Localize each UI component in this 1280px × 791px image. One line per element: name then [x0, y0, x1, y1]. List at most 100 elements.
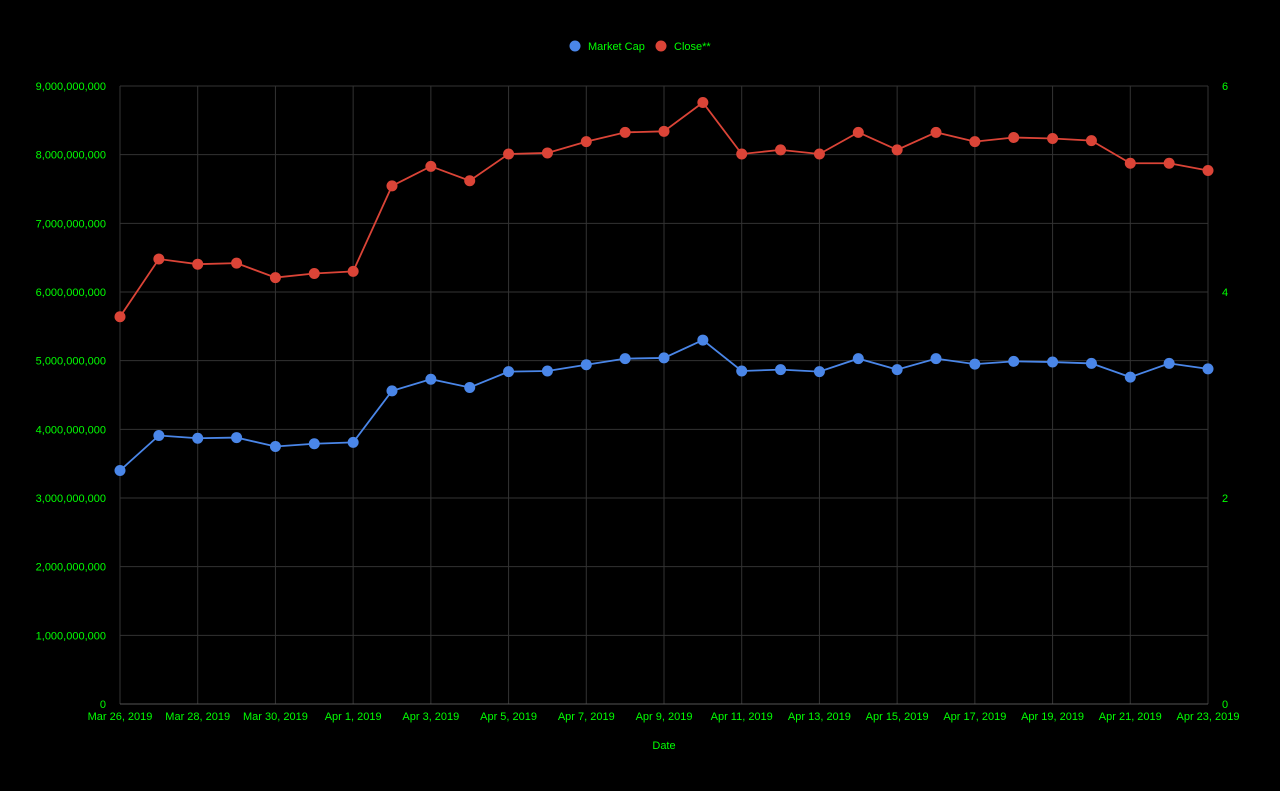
legend: Market Cap Close**: [569, 40, 711, 53]
data-point-close: [153, 253, 165, 265]
y-right-tick-label: 6: [1222, 81, 1228, 93]
y-left-tick-label: 7,000,000,000: [36, 218, 106, 230]
data-point-market-cap: [347, 436, 359, 448]
data-point-close: [1202, 164, 1214, 176]
data-point-market-cap: [308, 438, 320, 450]
data-point-close: [269, 272, 281, 284]
data-point-market-cap: [153, 430, 165, 442]
data-point-market-cap: [619, 353, 631, 365]
data-point-close: [308, 267, 320, 279]
series-layer: [114, 96, 1214, 477]
x-axis: Mar 26, 2019 Mar 28, 2019 Mar 30, 2019 Apr …: [88, 711, 1240, 723]
data-point-market-cap: [1163, 357, 1175, 369]
x-tick-label: Apr 21, 2019: [1099, 711, 1162, 723]
data-point-market-cap: [891, 364, 903, 376]
x-tick-label: Apr 9, 2019: [636, 711, 693, 723]
y-left-tick-label: 5,000,000,000: [36, 356, 106, 368]
data-point-market-cap: [969, 358, 981, 370]
x-tick-label: Apr 11, 2019: [711, 711, 773, 723]
data-point-close: [658, 125, 670, 137]
data-point-close: [813, 148, 825, 160]
data-point-close: [192, 258, 204, 270]
data-point-market-cap: [192, 432, 204, 444]
y-left-tick-label: 2,000,000,000: [36, 562, 106, 574]
data-point-close: [1163, 157, 1175, 169]
data-point-market-cap: [541, 365, 553, 377]
y-left-tick-label: 8,000,000,000: [36, 150, 106, 162]
data-point-close: [1124, 157, 1136, 169]
y-right-tick-label: 0: [1222, 699, 1228, 711]
x-axis-title: Date: [652, 740, 675, 752]
data-point-market-cap: [775, 364, 787, 376]
data-point-market-cap: [386, 385, 398, 397]
x-tick-label: Apr 3, 2019: [402, 711, 459, 723]
data-point-close: [114, 311, 126, 323]
y-left-tick-label: 3,000,000,000: [36, 493, 106, 505]
x-tick-label: Apr 5, 2019: [480, 711, 537, 723]
legend-marker-market-cap: [569, 40, 581, 52]
data-point-close: [425, 160, 437, 172]
data-point-market-cap: [231, 432, 243, 444]
data-point-close: [231, 257, 243, 269]
data-point-close: [386, 180, 398, 192]
data-point-market-cap: [813, 366, 825, 378]
x-tick-label: Apr 15, 2019: [866, 711, 929, 723]
data-point-close: [541, 147, 553, 159]
data-point-market-cap: [425, 373, 437, 385]
data-point-market-cap: [269, 441, 281, 452]
x-tick-label: Apr 7, 2019: [558, 711, 615, 723]
y-left-tick-label: 1,000,000,000: [36, 630, 106, 642]
x-tick-label: Apr 19, 2019: [1021, 711, 1084, 723]
data-point-market-cap: [1047, 356, 1059, 368]
data-point-market-cap: [1124, 371, 1136, 383]
y-left-tick-label: 9,000,000,000: [36, 81, 106, 93]
data-point-close: [464, 175, 476, 187]
data-point-close: [580, 136, 592, 148]
x-tick-label: Mar 28, 2019: [165, 711, 230, 723]
x-tick-label: Mar 30, 2019: [243, 711, 308, 723]
y-axis-left: 0 1,000,000,000 2,000,000,000 3,000,000,000…: [36, 81, 106, 711]
y-left-tick-label: 0: [100, 699, 106, 711]
y-right-tick-label: 2: [1222, 493, 1228, 505]
data-point-close: [347, 265, 359, 277]
legend-label-close: Close**: [674, 41, 711, 53]
y-left-tick-label: 4,000,000,000: [36, 424, 106, 436]
data-point-market-cap: [1202, 363, 1214, 375]
y-axis-right: 0 2 4 6: [1222, 81, 1228, 711]
y-left-tick-label: 6,000,000,000: [36, 287, 106, 299]
data-point-market-cap: [503, 366, 515, 378]
data-point-close: [736, 148, 748, 160]
data-point-market-cap: [1008, 355, 1020, 367]
data-point-close: [891, 144, 903, 156]
data-point-close: [1008, 132, 1020, 143]
data-point-market-cap: [736, 365, 748, 377]
legend-label-market-cap: Market Cap: [588, 41, 645, 53]
data-point-close: [503, 148, 515, 160]
x-tick-label: Apr 13, 2019: [788, 711, 851, 723]
data-point-close: [969, 136, 981, 148]
grid: [119, 85, 1209, 705]
data-point-close: [697, 96, 709, 108]
data-point-market-cap: [1085, 357, 1097, 369]
data-point-market-cap: [852, 353, 864, 365]
data-point-market-cap: [464, 381, 476, 393]
data-point-close: [775, 144, 787, 156]
data-point-close: [930, 126, 942, 138]
data-point-market-cap: [697, 334, 709, 346]
data-point-close: [1085, 135, 1097, 147]
x-tick-label: Apr 23, 2019: [1177, 711, 1240, 723]
legend-marker-close: [655, 40, 667, 52]
x-tick-label: Mar 26, 2019: [88, 711, 153, 723]
data-point-market-cap: [580, 359, 592, 371]
y-right-tick-label: 4: [1222, 287, 1228, 299]
data-point-close: [852, 126, 864, 138]
data-point-market-cap: [114, 465, 126, 477]
x-tick-label: Apr 1, 2019: [325, 711, 382, 723]
data-point-close: [619, 126, 631, 138]
data-point-market-cap: [658, 352, 670, 364]
data-point-market-cap: [930, 353, 942, 365]
data-point-close: [1047, 133, 1059, 145]
x-tick-label: Apr 17, 2019: [943, 711, 1006, 723]
